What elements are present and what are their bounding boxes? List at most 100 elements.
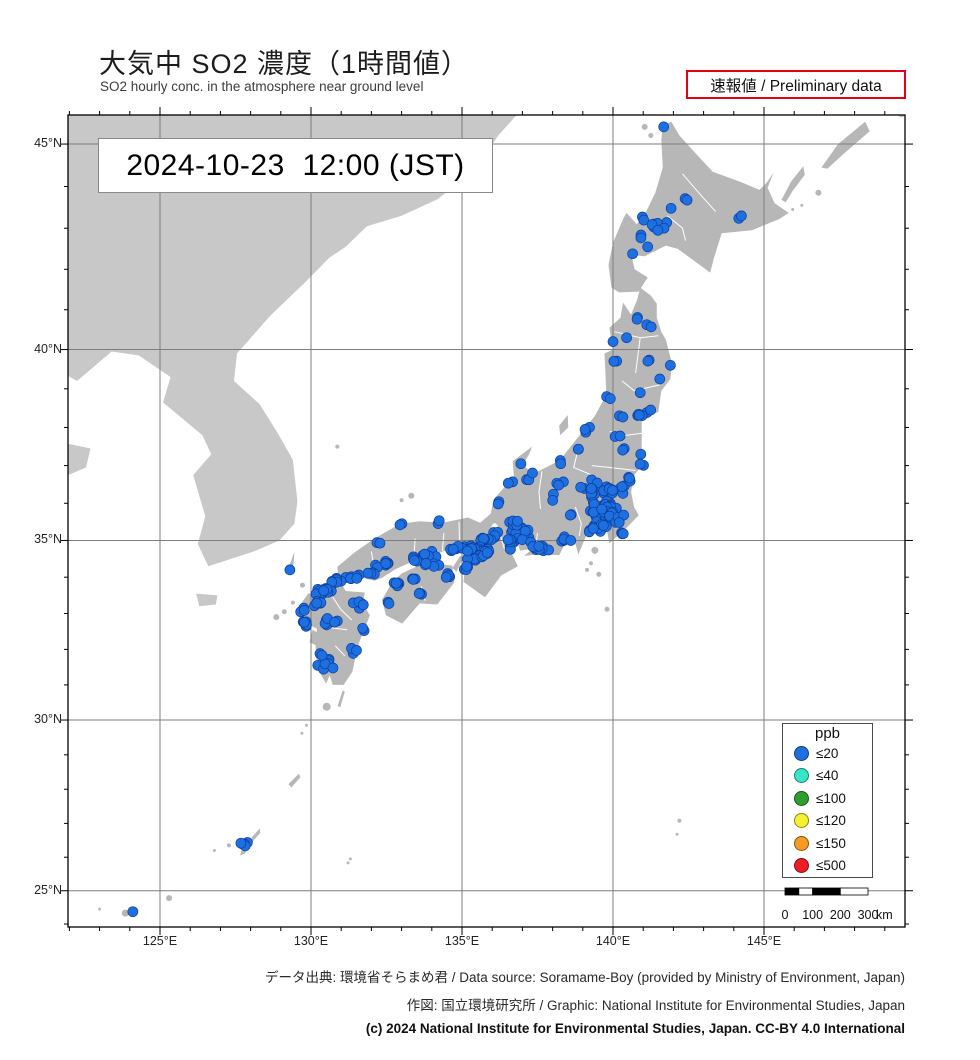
- station-dot[interactable]: [598, 520, 609, 531]
- station-dot[interactable]: [461, 561, 473, 572]
- station-dot[interactable]: [617, 528, 629, 540]
- station-dot[interactable]: [533, 540, 545, 552]
- small-island: [399, 498, 404, 503]
- lat-axis-label: 30°N: [34, 712, 62, 727]
- prefecture-border: [538, 471, 543, 509]
- station-dot[interactable]: [665, 202, 677, 214]
- station-dot[interactable]: [607, 336, 619, 347]
- station-dot[interactable]: [681, 194, 693, 206]
- page-subtitle: SO2 hourly conc. in the atmosphere near …: [100, 79, 424, 94]
- station-dot[interactable]: [613, 517, 625, 528]
- station-dot[interactable]: [235, 837, 247, 849]
- station-dot[interactable]: [617, 411, 629, 423]
- station-dot[interactable]: [635, 232, 647, 244]
- station-dot[interactable]: [616, 481, 628, 492]
- small-island: [648, 133, 654, 138]
- station-dot[interactable]: [512, 515, 523, 527]
- station-dot[interactable]: [433, 515, 445, 527]
- legend-item-label: ≤150: [816, 835, 846, 851]
- station-dot[interactable]: [502, 534, 514, 546]
- station-dot[interactable]: [492, 498, 504, 510]
- prefecture-border: [667, 215, 686, 241]
- station-dot[interactable]: [658, 121, 670, 133]
- legend-item: ≤150: [783, 832, 872, 855]
- lon-axis-label: 130°E: [293, 934, 329, 948]
- station-dot[interactable]: [579, 424, 591, 435]
- footer-copyright: (c) 2024 National Institute for Environm…: [365, 1021, 905, 1036]
- station-dot[interactable]: [572, 443, 584, 455]
- station-dot[interactable]: [645, 404, 657, 416]
- station-dot[interactable]: [635, 448, 647, 460]
- station-dot[interactable]: [502, 477, 514, 489]
- station-dot[interactable]: [547, 495, 559, 506]
- japan-land: [337, 690, 345, 708]
- station-dot[interactable]: [596, 503, 608, 515]
- station-dot[interactable]: [587, 523, 599, 534]
- station-dot[interactable]: [298, 605, 310, 616]
- lon-axis-label: 145°E: [746, 934, 782, 948]
- station-dot[interactable]: [447, 543, 459, 555]
- station-dot[interactable]: [318, 585, 330, 596]
- station-dot[interactable]: [624, 472, 635, 484]
- station-dot[interactable]: [357, 599, 369, 611]
- station-dot[interactable]: [420, 558, 432, 569]
- station-dot[interactable]: [555, 458, 567, 470]
- station-dot[interactable]: [284, 564, 296, 576]
- station-dot[interactable]: [617, 444, 629, 456]
- station-dot[interactable]: [380, 558, 392, 569]
- station-dot[interactable]: [462, 545, 473, 557]
- station-dot[interactable]: [608, 355, 620, 367]
- station-dot[interactable]: [127, 906, 139, 918]
- station-dot[interactable]: [564, 509, 576, 521]
- station-dot[interactable]: [652, 224, 664, 236]
- station-dot[interactable]: [329, 616, 340, 628]
- station-dot[interactable]: [407, 574, 419, 585]
- station-dot[interactable]: [383, 598, 395, 609]
- station-dot[interactable]: [642, 355, 654, 367]
- small-island: [121, 909, 129, 917]
- station-dot[interactable]: [665, 359, 676, 371]
- station-dot[interactable]: [327, 662, 339, 674]
- station-dot[interactable]: [311, 597, 323, 609]
- station-dot[interactable]: [351, 645, 362, 656]
- station-dot[interactable]: [614, 430, 626, 442]
- station-dot[interactable]: [394, 519, 406, 531]
- station-dot[interactable]: [575, 481, 587, 493]
- station-dot[interactable]: [527, 467, 538, 479]
- station-dot[interactable]: [362, 567, 374, 579]
- prefecture-border: [682, 173, 717, 212]
- station-dot[interactable]: [374, 537, 386, 549]
- station-dot[interactable]: [351, 573, 363, 584]
- station-dot[interactable]: [409, 555, 420, 566]
- station-dot[interactable]: [440, 571, 452, 583]
- station-dot[interactable]: [413, 588, 425, 599]
- legend-dot-icon: [794, 768, 809, 784]
- scale-bar-unit-label: km: [876, 908, 893, 922]
- station-dot[interactable]: [553, 479, 564, 491]
- station-dot[interactable]: [565, 535, 577, 546]
- station-dot[interactable]: [607, 484, 618, 496]
- station-dot[interactable]: [357, 622, 369, 634]
- station-dot[interactable]: [515, 458, 527, 470]
- station-dot[interactable]: [298, 616, 310, 628]
- station-dot[interactable]: [654, 373, 666, 385]
- station-dot[interactable]: [736, 210, 747, 222]
- station-dot[interactable]: [633, 409, 645, 421]
- station-dot[interactable]: [642, 241, 654, 253]
- station-dot[interactable]: [627, 248, 638, 260]
- station-dot[interactable]: [604, 393, 616, 404]
- station-dot[interactable]: [621, 332, 632, 344]
- small-island: [815, 189, 822, 196]
- station-dot[interactable]: [634, 387, 646, 399]
- station-dot[interactable]: [645, 321, 657, 333]
- station-dot[interactable]: [631, 313, 643, 325]
- station-dot[interactable]: [316, 649, 328, 661]
- page-title: 大気中 SO2 濃度（1時間値）: [99, 49, 470, 79]
- station-dot[interactable]: [419, 548, 430, 560]
- station-dot[interactable]: [390, 577, 402, 589]
- station-dot[interactable]: [634, 458, 646, 470]
- station-dot[interactable]: [481, 547, 493, 559]
- station-dot[interactable]: [638, 214, 650, 226]
- station-dots: [127, 121, 747, 918]
- station-dot[interactable]: [586, 483, 597, 494]
